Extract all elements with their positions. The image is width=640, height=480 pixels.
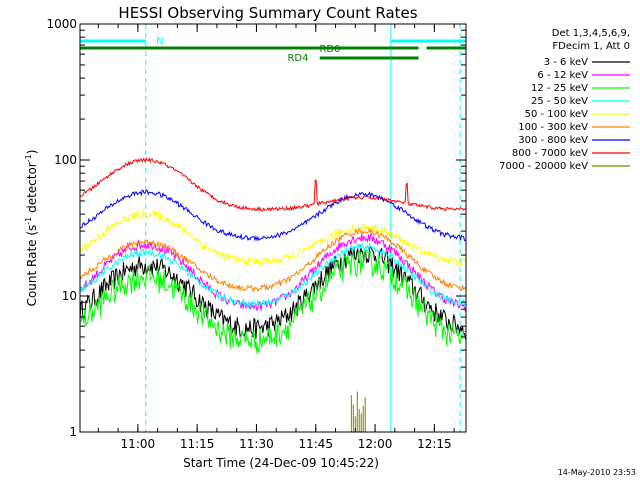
flag-bar-label-rd4: RD4 [287,53,308,64]
y-axis-label-end: ) [25,150,39,155]
flag-bars: N RD0 RD4 [80,36,466,64]
plot-area [79,24,461,432]
y-axis-label-sup2: -1 [24,154,33,162]
series-line-3 [79,242,466,309]
x-tick-label: 11:15 [180,437,215,451]
y-ticks: 1 10 100 1000 [46,17,466,439]
legend-label: 800 - 7000 keV [512,148,588,159]
y-axis-label: Count Rate (s-1 detector-1) [24,150,39,307]
y-axis-label-mid: detector [25,162,39,217]
legend-label: 50 - 100 keV [525,109,589,120]
y-tick-label: 100 [54,153,77,167]
y-tick-label: 1 [69,425,77,439]
x-tick-label: 12:00 [358,437,393,451]
series-line-2 [79,248,466,354]
legend-header-2: FDecim 1, Att 0 [552,41,630,52]
plot-frame [79,23,467,433]
legend-label: 25 - 50 keV [531,96,588,107]
legend-label: 12 - 25 keV [531,83,588,94]
legend-label: 100 - 300 keV [518,122,588,133]
series-line-4 [79,208,466,268]
series-line-7 [79,157,466,212]
flag-bar-label-rd0: RD0 [319,44,340,55]
series-group [79,157,466,432]
y-tick-label: 1000 [46,17,77,31]
x-axis-label: Start Time (24-Dec-09 10:45:22) [183,456,379,470]
x-tick-label: 11:00 [121,437,156,451]
legend-label: 7000 - 20000 keV [499,161,588,172]
x-ticks: 11:00 11:15 11:30 11:45 12:00 12:15 [97,24,455,451]
y-axis-label-sup1: -1 [24,217,33,225]
legend-items: 3 - 6 keV 6 - 12 keV 12 - 25 keV 25 - 50 ke… [499,57,630,172]
x-tick-label: 11:30 [239,437,274,451]
legend-label: 6 - 12 keV [537,70,588,81]
y-tick-label: 10 [62,289,77,303]
series-line-6 [79,189,466,242]
legend-header-1: Det 1,3,4,5,6,9, [552,28,630,39]
series-line-5 [79,227,466,293]
footer-timestamp: 14-May-2010 23:53 [558,468,636,477]
series-line-1 [79,233,466,312]
legend: Det 1,3,4,5,6,9, FDecim 1, Att 0 3 - 6 k… [499,28,630,172]
legend-label: 3 - 6 keV [544,57,588,68]
chart-title: HESSI Observing Summary Count Rates [118,4,417,22]
legend-label: 300 - 800 keV [518,135,588,146]
x-tick-label: 12:15 [417,437,452,451]
y-axis-label-main: Count Rate (s [25,225,39,307]
flag-bar-label-n: N [156,36,163,47]
axes [79,23,467,433]
x-tick-label: 11:45 [298,437,333,451]
